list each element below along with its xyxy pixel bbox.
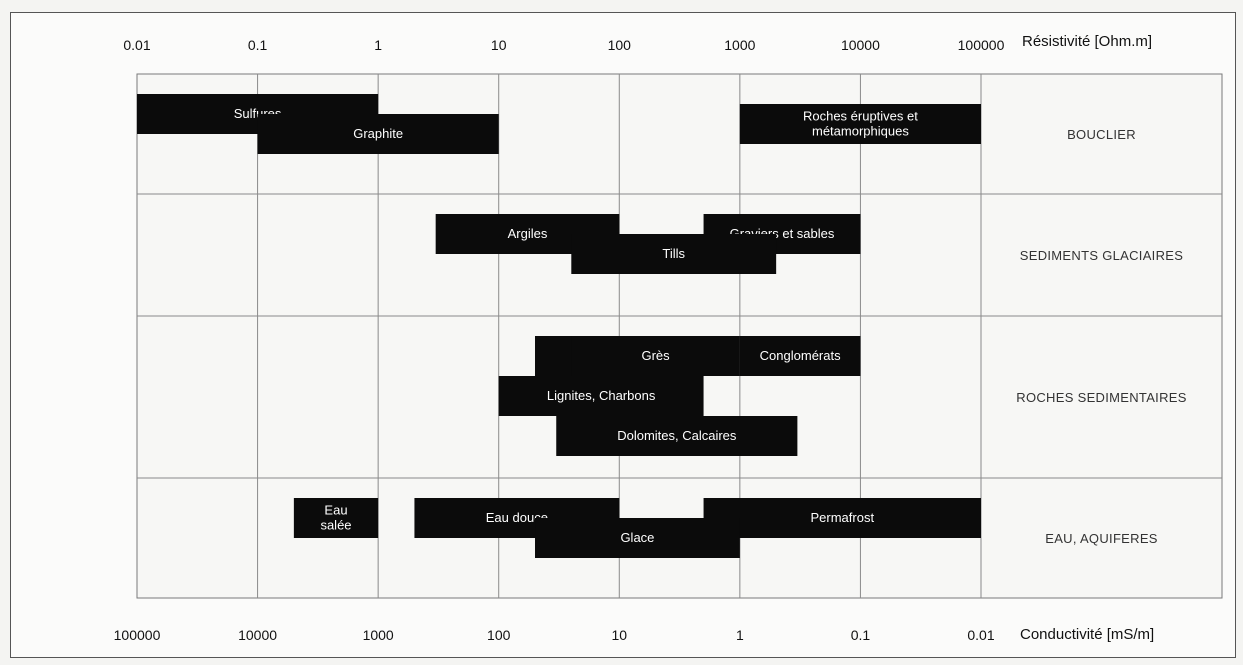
range-bar bbox=[556, 416, 798, 456]
range-bar bbox=[293, 498, 379, 538]
conductivity-tick-label: 10000 bbox=[238, 627, 277, 643]
conductivity-tick-label: 100 bbox=[487, 627, 511, 643]
bar-label: Tills bbox=[662, 246, 685, 261]
resistivity-tick-label: 10 bbox=[491, 37, 507, 53]
group-label: BOUCLIER bbox=[1067, 127, 1136, 142]
conductivity-axis-title: Conductivité [mS/m] bbox=[1020, 626, 1154, 643]
conductivity-tick-label: 1000 bbox=[363, 627, 394, 643]
resistivity-tick-label: 0.1 bbox=[248, 37, 268, 53]
resistivity-tick-label: 1 bbox=[374, 37, 382, 53]
range-bar bbox=[498, 376, 704, 416]
bar-label: Argiles bbox=[508, 226, 548, 241]
conductivity-tick-label: 10 bbox=[611, 627, 627, 643]
resistivity-tick-label: 100 bbox=[608, 37, 632, 53]
bar-label: Eau salée bbox=[320, 503, 351, 533]
range-bar bbox=[535, 518, 740, 558]
conductivity-tick-label: 0.01 bbox=[967, 627, 994, 643]
bar-label: Permafrost bbox=[810, 510, 874, 525]
group-label: ROCHES SEDIMENTAIRES bbox=[1016, 390, 1186, 405]
bar-label: Roches éruptives et métamorphiques bbox=[803, 109, 918, 139]
resistivity-tick-label: 1000 bbox=[724, 37, 755, 53]
group-label: SEDIMENTS GLACIAIRES bbox=[1020, 248, 1184, 263]
bar-label: Graphite bbox=[353, 126, 403, 141]
conductivity-tick-label: 1 bbox=[736, 627, 744, 643]
bar-label: Conglomérats bbox=[760, 348, 841, 363]
bar-label: Eau douce bbox=[486, 510, 548, 525]
resistivity-tick-label: 10000 bbox=[841, 37, 880, 53]
range-bar bbox=[571, 336, 740, 376]
group-label: EAU, AQUIFERES bbox=[1045, 531, 1158, 546]
range-bar bbox=[703, 498, 981, 538]
range-bar bbox=[257, 114, 499, 154]
resistivity-tick-label: 100000 bbox=[958, 37, 1005, 53]
bar-label: Lignites, Charbons bbox=[547, 388, 656, 403]
range-bar bbox=[571, 234, 777, 274]
bar-label: Dolomites, Calcaires bbox=[617, 428, 737, 443]
range-bar bbox=[739, 336, 861, 376]
range-bar bbox=[739, 104, 981, 144]
bar-label: Grès bbox=[641, 348, 670, 363]
conductivity-tick-label: 0.1 bbox=[851, 627, 871, 643]
bar-label: Glace bbox=[620, 530, 654, 545]
resistivity-axis-title: Résistivité [Ohm.m] bbox=[1022, 33, 1152, 50]
conductivity-tick-label: 100000 bbox=[114, 627, 161, 643]
resistivity-tick-label: 0.01 bbox=[123, 37, 150, 53]
